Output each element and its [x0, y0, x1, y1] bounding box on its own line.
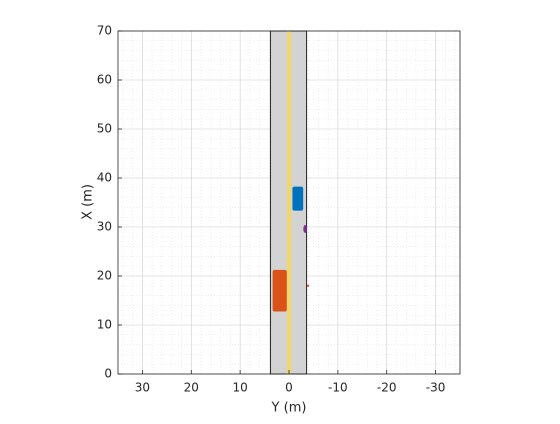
y-tick-label: 0	[104, 367, 112, 381]
x-tick-label: -10	[328, 381, 348, 395]
y-tick-label: 40	[97, 171, 112, 185]
y-tick-label: 30	[97, 220, 112, 234]
point	[306, 284, 310, 287]
x-tick-label: 10	[233, 381, 248, 395]
x-tick-label: 0	[285, 381, 293, 395]
x-tick-label: -20	[377, 381, 397, 395]
x-tick-label: 30	[135, 381, 150, 395]
y-tick-label: 20	[97, 269, 112, 283]
vehicle	[272, 269, 287, 312]
x-tick-label: -30	[426, 381, 446, 395]
y-tick-label: 70	[97, 24, 112, 38]
x-tick-label: 20	[184, 381, 199, 395]
y-tick-label: 50	[97, 122, 112, 136]
x-axis-label: Y (m)	[271, 401, 307, 416]
y-tick-label: 10	[97, 318, 112, 332]
y-axis-label: X (m)	[81, 184, 96, 220]
pedestrian	[303, 224, 307, 233]
y-tick-label: 60	[97, 73, 112, 87]
vehicle	[292, 186, 304, 211]
